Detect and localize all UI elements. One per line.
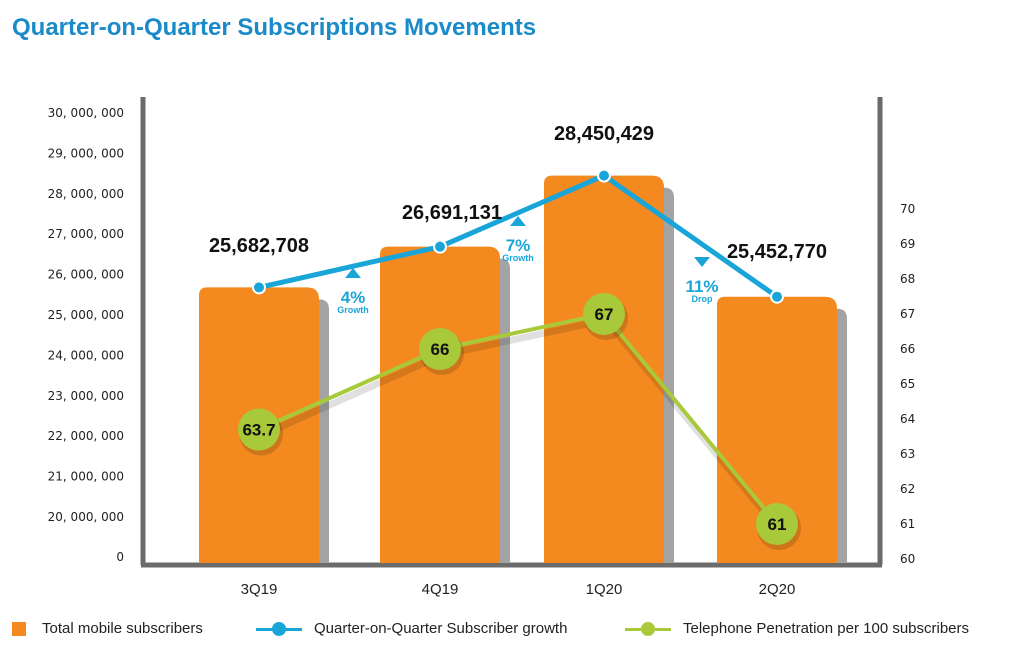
chart-title: Quarter-on-Quarter Subscriptions Movemen… [12,14,537,41]
x-tick-label: 2Q20 [759,581,796,598]
x-tick-label: 3Q19 [241,581,278,598]
legend-swatch-penetration [625,621,671,636]
y-right-tick-label: 61 [900,517,915,531]
growth-line [258,173,779,299]
legend-label-penetration: Telephone Penetration per 100 subscriber… [683,620,970,637]
penetration-point [419,328,461,370]
bar [544,175,664,563]
growth-arrow-up-icon [510,216,526,226]
y-right-tick-label: 65 [900,377,915,391]
legend-item-penetration: Telephone Penetration per 100 subscriber… [625,620,969,637]
growth-point [252,280,266,295]
y-left-tick-label: 22, 000, 000 [48,429,124,443]
annotation-percent: 11% [685,277,718,296]
penetration-value-label: 63.7 [242,421,275,440]
drop-arrow-down-icon [694,257,710,267]
y-left-tick-label: 23, 000, 000 [48,389,124,403]
legend-item-growth: Quarter-on-Quarter Subscriber growth [256,620,567,637]
y-right-tick-label: 64 [900,412,915,426]
penetration-value-label: 61 [768,515,787,534]
annotation-note: Growth [337,305,369,315]
legend-swatch-bars [12,621,26,636]
y-right-tick-label: 69 [900,237,915,251]
growth-point [770,289,784,304]
bar-value-label: 25,682,708 [209,235,309,257]
y-left-tick-label: 30, 000, 000 [48,106,124,120]
chart-legend: Total mobile subscribers Quarter-on-Quar… [0,620,1024,644]
y-right-tick-label: 63 [900,447,915,461]
y-right-tick-label: 66 [900,342,915,356]
penetration-point [583,293,625,335]
y-left-tick-label: 24, 000, 000 [48,348,124,362]
x-tick-label: 1Q20 [586,581,623,598]
bar [717,296,837,563]
legend-label-growth: Quarter-on-Quarter Subscriber growth [314,620,568,637]
legend-label-total-subscribers: Total mobile subscribers [42,620,203,637]
annotation-note: Drop [692,294,713,304]
penetration-value-label: 66 [431,340,450,359]
legend-swatch-growth [256,621,302,636]
y-left-tick-label: 25, 000, 000 [48,308,124,322]
penetration-value-label: 67 [595,305,614,324]
y-left-tick-label: 28, 000, 000 [48,187,124,201]
penetration-point [756,503,798,545]
bar-value-label: 25,452,770 [727,241,827,263]
growth-arrow-up-icon [345,268,361,278]
x-tick-label: 4Q19 [422,581,459,598]
bar-value-label: 26,691,131 [402,202,502,224]
growth-point [433,239,447,254]
y-right-tick-label: 60 [900,552,915,566]
bar [380,246,500,563]
y-right-tick-label: 67 [900,307,915,321]
annotation-percent: 7% [506,236,531,255]
y-right-tick-label: 62 [900,482,915,496]
annotation-note: Growth [502,253,534,263]
y-left-tick-label: 27, 000, 000 [48,227,124,241]
y-right-tick-label: 70 [900,202,915,216]
legend-item-total-subscribers: Total mobile subscribers [12,620,203,637]
penetration-line [258,312,779,526]
bar-value-label: 28,450,429 [554,123,654,145]
y-left-tick-label: 20, 000, 000 [48,510,124,524]
y-left-tick-label: 29, 000, 000 [48,146,124,160]
annotation-percent: 4% [341,288,366,307]
penetration-line-shadow [259,316,782,533]
y-left-tick-label: 0 [116,550,124,564]
y-left-tick-label: 21, 000, 000 [48,470,124,484]
y-right-tick-label: 68 [900,272,915,286]
y-left-tick-label: 26, 000, 000 [48,268,124,282]
growth-point [597,168,611,183]
penetration-point [238,408,280,451]
